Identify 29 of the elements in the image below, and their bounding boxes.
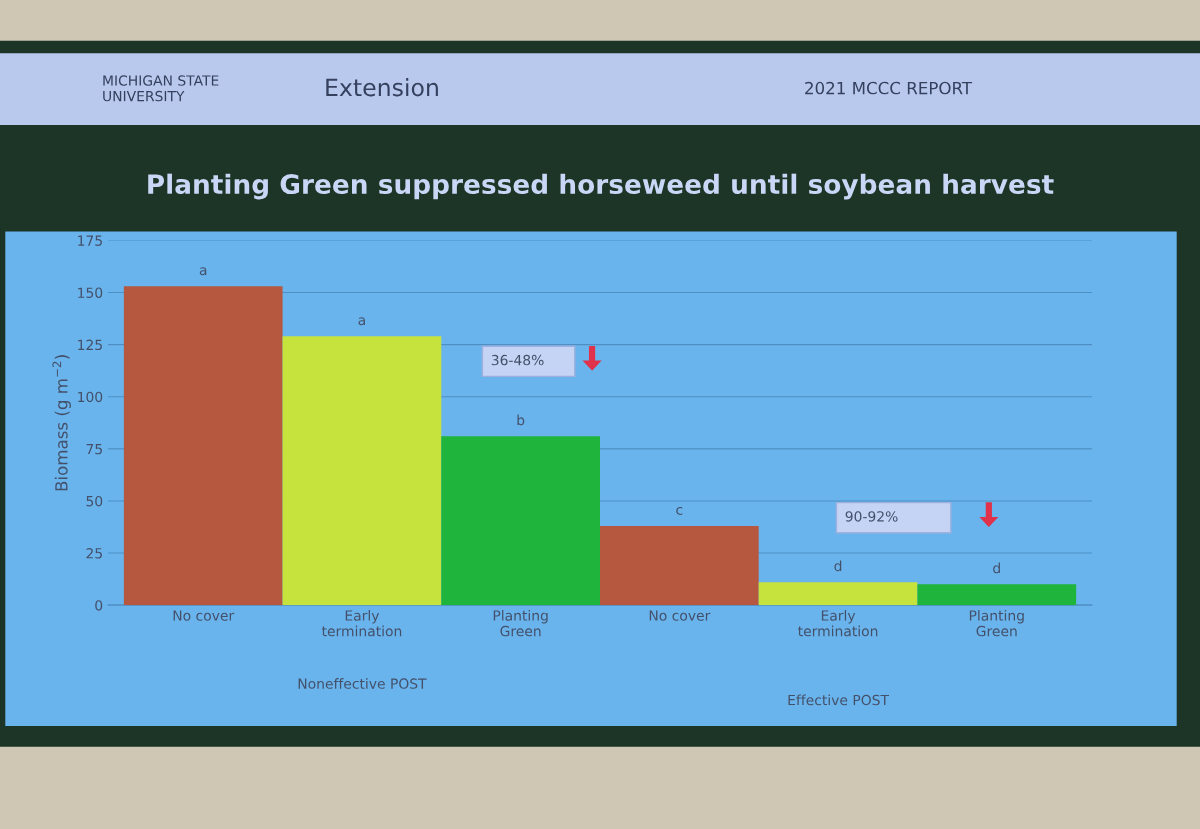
y-tick-label: 125	[78, 339, 102, 351]
y-tick-label: 150	[78, 287, 103, 298]
x-tick-label: Planting Green	[969, 610, 1024, 637]
x-tick-label: Early termination	[798, 610, 878, 637]
data-label: d	[993, 562, 1000, 574]
data-label: b	[517, 414, 525, 426]
x-tick-label: No cover	[649, 610, 711, 621]
x-tick-label: Early termination	[321, 610, 402, 637]
text: 2021 MCCC REPORT	[805, 81, 973, 95]
text: Effective POST	[788, 694, 890, 706]
data-label: d	[834, 560, 842, 572]
y-tick-label: 25	[86, 548, 102, 559]
text: Noneffective POST	[298, 678, 427, 689]
y-tick-label: 0	[95, 600, 103, 611]
y-tick-label: 50	[86, 495, 103, 507]
data-label: a	[199, 267, 207, 276]
annotation: 90-92%	[845, 511, 898, 522]
y-tick-label: 100	[78, 391, 103, 403]
text: MICHIGAN STATE UNIVERSITY	[103, 75, 219, 102]
y-axis-title: Biomass (g m$^{−2}$)	[52, 355, 71, 491]
text: Extension	[326, 78, 438, 97]
x-tick-label: Planting Green	[493, 610, 548, 637]
data-label: a	[358, 317, 365, 326]
data-label: c	[676, 506, 683, 515]
chart-title: Planting Green suppressed horseweed until soybean harvest	[148, 173, 1054, 200]
y-tick-label: 75	[86, 444, 102, 455]
y-tick-label: 175	[78, 235, 102, 246]
x-tick-label: No cover	[173, 610, 235, 621]
annotation: 36-48%	[491, 354, 544, 366]
